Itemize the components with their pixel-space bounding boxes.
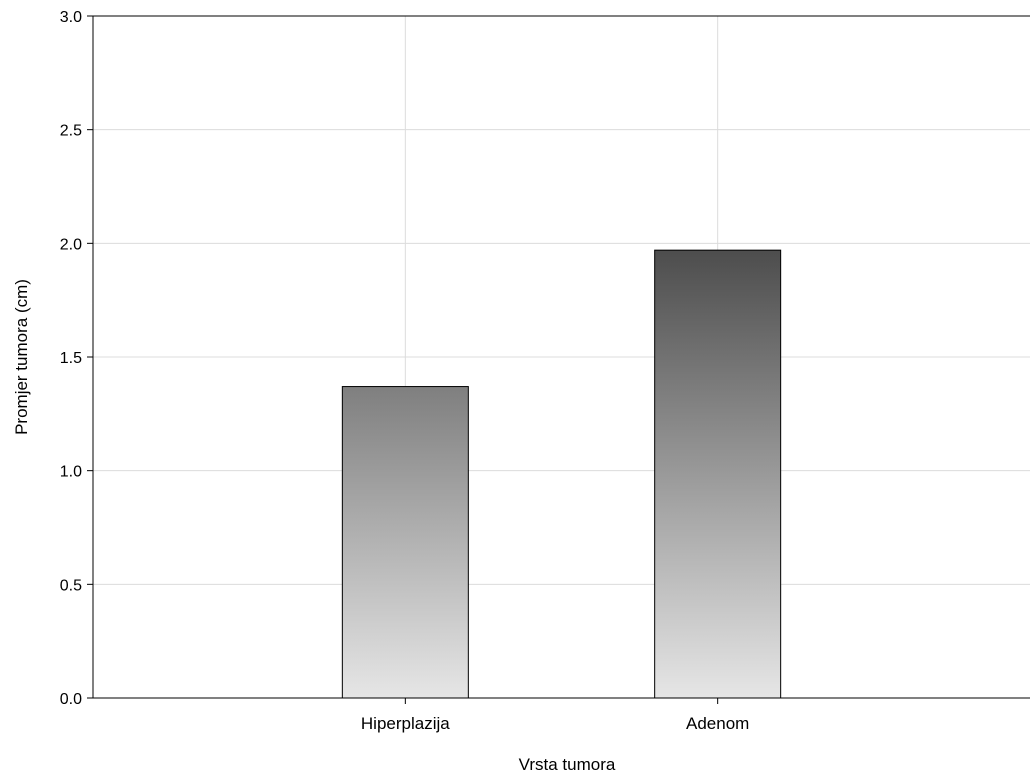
bar-layer (341, 249, 782, 699)
y-axis-label: Promjer tumora (cm) (12, 279, 31, 435)
y-tick-label: 0.0 (60, 691, 82, 708)
x-axis-label: Vrsta tumora (519, 755, 616, 774)
y-tick-label: 2.0 (60, 236, 82, 253)
y-tick-label: 3.0 (60, 9, 82, 26)
x-tick-label: Hiperplazija (361, 714, 450, 733)
label-layer: 0.0 0.5 1.0 1.5 2.0 2.5 3.0 Hiperplazija Adenom (60, 9, 750, 733)
grid-layer (93, 16, 1030, 698)
bar-adenom (654, 249, 782, 699)
y-tick-label: 2.5 (60, 123, 82, 140)
x-tick-label: Adenom (686, 714, 749, 733)
bar-hiperplazija (341, 386, 469, 699)
y-tick-label: 1.0 (60, 464, 82, 481)
y-tick-label: 0.5 (60, 577, 82, 594)
y-tick-label: 1.5 (60, 350, 82, 367)
axis-layer (87, 15, 1030, 704)
